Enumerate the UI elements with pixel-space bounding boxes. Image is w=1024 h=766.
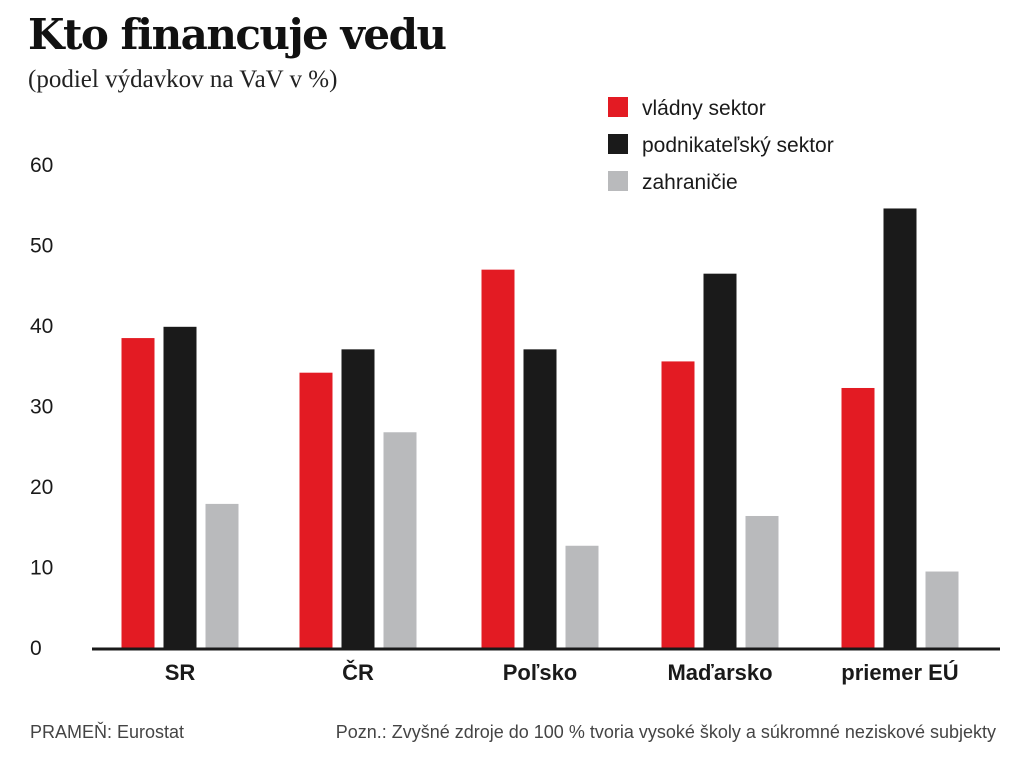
bar: [565, 545, 599, 648]
bar: [883, 208, 917, 648]
bar: [299, 372, 333, 648]
chart-title: Kto financuje vedu: [28, 10, 447, 59]
bar: [661, 361, 695, 648]
x-category-label: priemer EÚ: [841, 660, 958, 685]
x-category-label: Maďarsko: [667, 660, 772, 685]
x-category-label: SR: [165, 660, 196, 685]
source-note: PRAMEŇ: Eurostat: [30, 722, 185, 742]
legend-swatch: [608, 97, 628, 117]
bar: [341, 349, 375, 648]
bar: [925, 571, 959, 648]
bar: [481, 269, 515, 648]
legend-label: vládny sektor: [642, 97, 766, 120]
bar: [383, 432, 417, 648]
y-tick-label: 40: [30, 315, 53, 338]
bar: [523, 349, 557, 648]
legend-label: podnikateľský sektor: [642, 134, 834, 157]
chart-subtitle: (podiel výdavkov na VaV v %): [28, 66, 338, 93]
legend-swatch: [608, 134, 628, 154]
footnote: Pozn.: Zvyšné zdroje do 100 % tvoria vys…: [335, 722, 996, 742]
legend-swatch: [608, 171, 628, 191]
bar: [745, 515, 779, 648]
x-category-label: Poľsko: [503, 660, 578, 685]
bar: [703, 273, 737, 648]
y-tick-label: 0: [30, 637, 42, 660]
bar: [163, 326, 197, 648]
y-tick-label: 60: [30, 154, 53, 177]
y-tick-label: 50: [30, 235, 53, 258]
bar: [121, 338, 155, 648]
bar: [841, 387, 875, 648]
legend-label: zahraničie: [642, 171, 738, 194]
y-tick-label: 10: [30, 557, 53, 580]
y-tick-label: 30: [30, 396, 53, 419]
bar: [205, 503, 239, 648]
y-tick-label: 20: [30, 476, 53, 499]
x-category-label: ČR: [342, 660, 374, 685]
